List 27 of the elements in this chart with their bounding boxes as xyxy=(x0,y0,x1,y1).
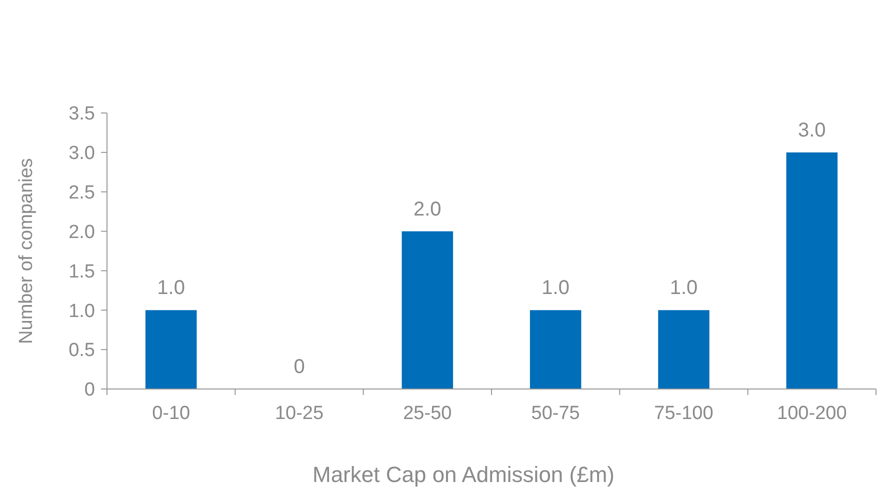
x-axis-title: Market Cap on Admission (£m) xyxy=(312,462,614,487)
y-tick-label: 3.5 xyxy=(68,104,95,125)
x-tick-label: 10-25 xyxy=(274,403,324,424)
y-axis-title: Number of companies xyxy=(16,158,37,344)
bar xyxy=(530,310,582,389)
bar xyxy=(402,231,454,389)
y-tick-label: 2.5 xyxy=(68,182,95,204)
x-tick-label: 100-200 xyxy=(777,403,847,424)
y-tick-label: 1.0 xyxy=(68,300,95,322)
bar xyxy=(658,310,710,389)
data-label: 2.0 xyxy=(414,198,442,220)
y-tick-label: 3.0 xyxy=(68,143,95,164)
x-tick-label: 25-50 xyxy=(403,403,452,424)
y-tick-label: 1.5 xyxy=(68,261,95,282)
y-tick-label: 2.0 xyxy=(68,222,95,243)
data-label: 0 xyxy=(294,356,305,378)
data-label: 1.0 xyxy=(670,277,698,300)
data-label: 1.0 xyxy=(157,277,185,300)
y-tick-label: 0.5 xyxy=(68,340,95,362)
x-tick-label: 0-10 xyxy=(152,403,190,424)
y-tick-label: 0 xyxy=(84,380,95,401)
x-tick-label: 50-75 xyxy=(531,403,580,424)
x-tick-label: 75-100 xyxy=(654,403,714,424)
data-label: 3.0 xyxy=(798,119,826,142)
bar xyxy=(786,152,838,389)
bar xyxy=(145,310,197,389)
data-label: 1.0 xyxy=(542,277,570,300)
